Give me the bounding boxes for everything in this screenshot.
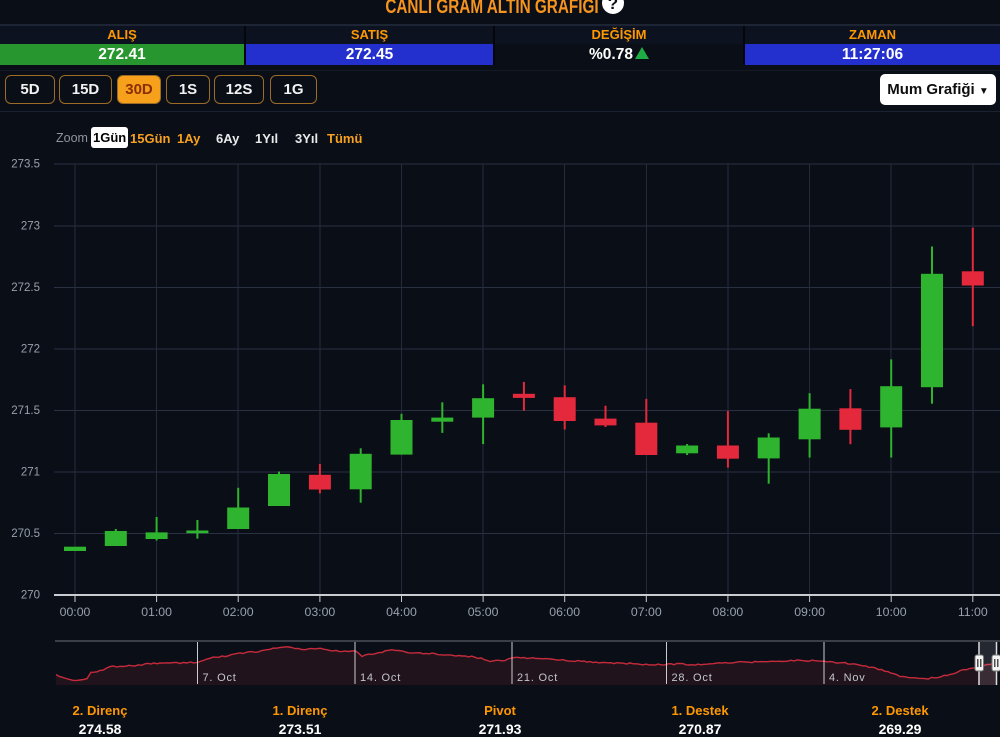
svg-text:272: 272 <box>21 344 40 356</box>
svg-text:03:00: 03:00 <box>305 605 336 619</box>
svg-text:14. Oct: 14. Oct <box>360 672 401 684</box>
svg-text:272.5: 272.5 <box>11 282 40 294</box>
svg-text:10:00: 10:00 <box>876 605 907 619</box>
svg-text:11:00: 11:00 <box>958 605 988 619</box>
svg-text:08:00: 08:00 <box>713 605 744 619</box>
svg-text:07:00: 07:00 <box>631 605 662 619</box>
svg-text:28. Oct: 28. Oct <box>672 672 713 684</box>
svg-text:273.5: 273.5 <box>11 159 40 171</box>
svg-text:271.5: 271.5 <box>11 405 40 417</box>
svg-text:271: 271 <box>21 467 40 479</box>
svg-text:09:00: 09:00 <box>794 605 825 619</box>
svg-text:00:00: 00:00 <box>60 605 91 619</box>
svg-text:7. Oct: 7. Oct <box>203 672 237 684</box>
svg-text:21. Oct: 21. Oct <box>517 672 558 684</box>
svg-text:05:00: 05:00 <box>468 605 499 619</box>
svg-text:273: 273 <box>21 220 40 232</box>
svg-text:270: 270 <box>21 590 40 602</box>
svg-text:01:00: 01:00 <box>141 605 172 619</box>
svg-text:4. Nov: 4. Nov <box>829 672 866 684</box>
svg-text:06:00: 06:00 <box>549 605 580 619</box>
svg-text:04:00: 04:00 <box>386 605 417 619</box>
svg-text:270.5: 270.5 <box>11 528 40 540</box>
svg-text:02:00: 02:00 <box>223 605 254 619</box>
